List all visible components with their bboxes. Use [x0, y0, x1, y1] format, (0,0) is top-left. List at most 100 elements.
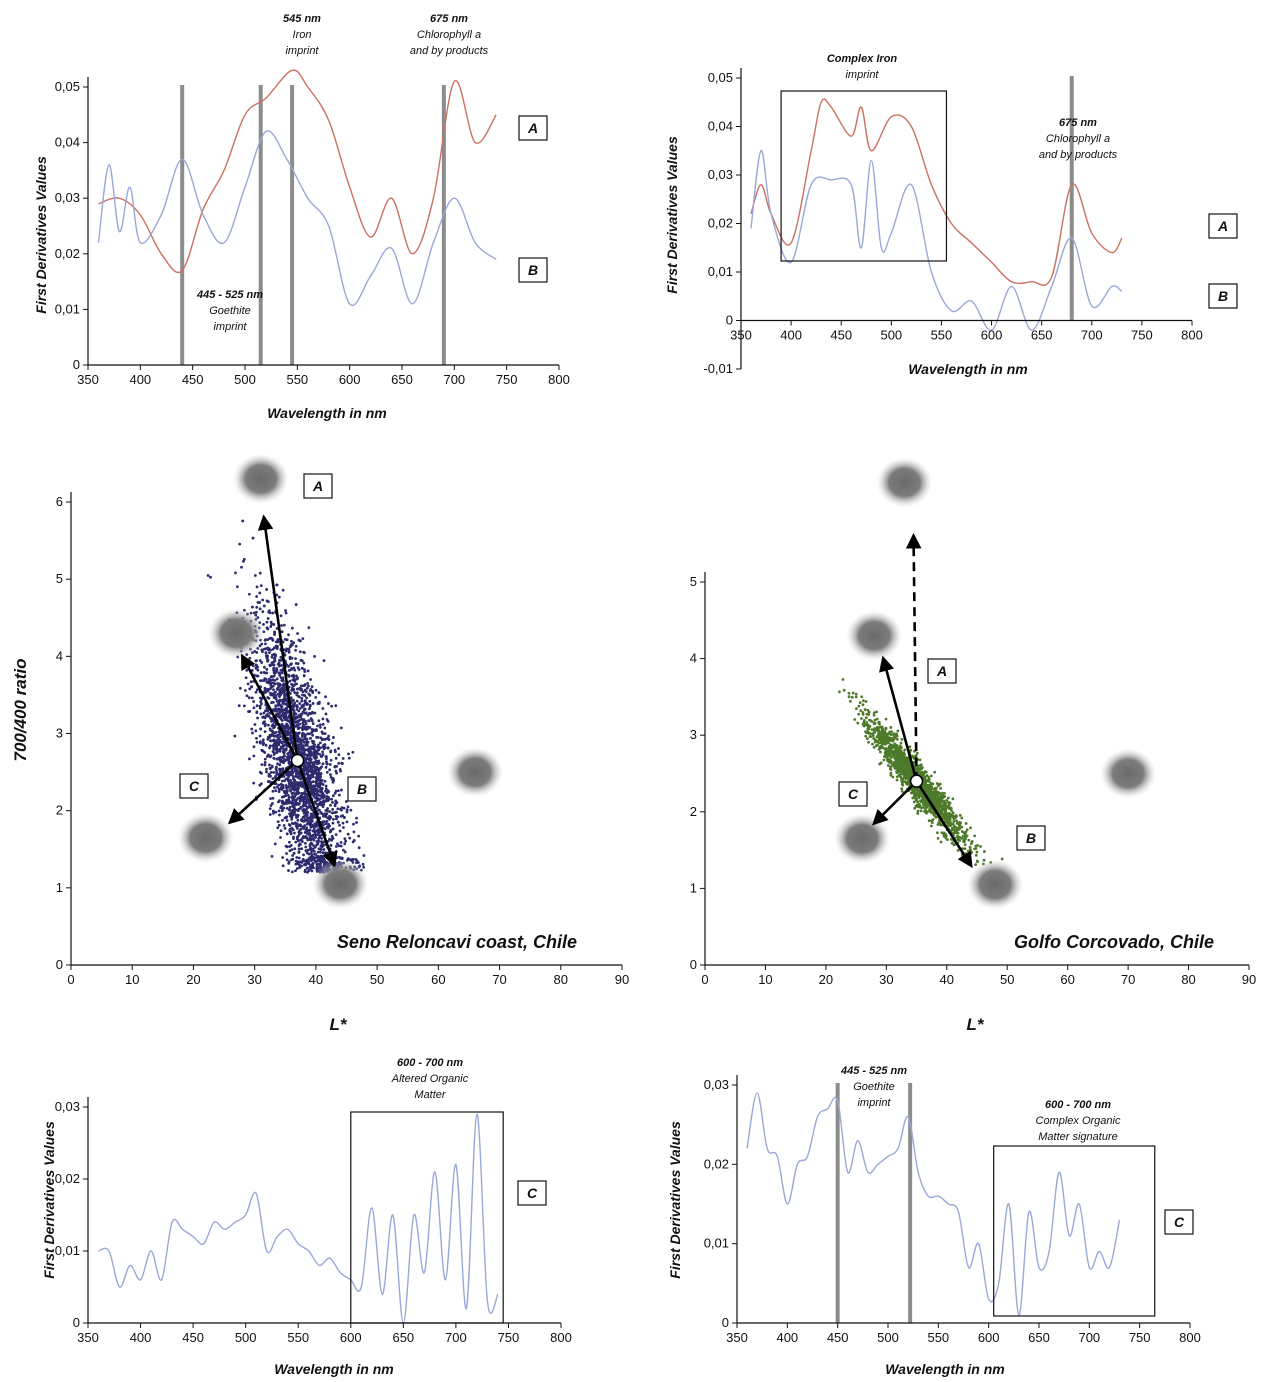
scatter-point — [288, 849, 292, 853]
scatter-point — [900, 768, 904, 772]
scatter-point — [263, 760, 267, 764]
scatter-point — [305, 822, 309, 826]
scatter-point — [269, 770, 273, 774]
scatter-point — [252, 700, 256, 703]
scatter-point — [276, 820, 280, 824]
x-tick-label: 50 — [1000, 972, 1014, 987]
scatter-point — [275, 772, 279, 776]
x-tick-label: 750 — [498, 1330, 520, 1345]
scatter-point — [280, 723, 284, 726]
y-tick-label: 0,02 — [55, 246, 80, 261]
scatter-point — [299, 687, 303, 691]
scatter-point — [311, 702, 315, 705]
scatter-point — [338, 855, 341, 859]
scatter-point — [865, 737, 869, 741]
scatter-point — [248, 687, 252, 691]
scatter-point — [949, 837, 953, 841]
x-tick-label: 80 — [554, 972, 568, 987]
scatter-point — [312, 838, 316, 842]
scatter-point — [324, 822, 328, 826]
scatter-point — [325, 809, 329, 813]
scatter-point — [287, 823, 291, 826]
scatter-point — [888, 754, 892, 758]
scatter-point — [974, 853, 978, 857]
scatter-point — [940, 808, 944, 812]
scatter-point — [861, 713, 865, 716]
scatter-point — [911, 796, 915, 800]
scatter-point — [261, 610, 265, 613]
scatter-point — [280, 709, 284, 713]
scatter-point — [303, 863, 306, 867]
scatter-point — [272, 811, 275, 815]
scatter-point — [934, 798, 938, 801]
scatter-point — [946, 816, 950, 820]
scatter-point — [864, 730, 867, 734]
scatter-point — [270, 854, 274, 858]
annotation-675-right-line1: Chlorophyll a — [1046, 133, 1110, 145]
scatter-point — [963, 847, 967, 851]
scatter-point — [940, 831, 944, 835]
scatter-point — [321, 805, 325, 809]
scatter-point — [294, 648, 297, 652]
scatter-point — [309, 780, 313, 784]
scatter-point — [282, 761, 285, 765]
scatter-point — [286, 756, 290, 760]
scatter-point — [326, 856, 329, 860]
scatter-point — [297, 847, 301, 851]
scatter-point — [304, 811, 308, 814]
scatter-point — [311, 847, 315, 851]
scatter-point — [263, 665, 266, 669]
y-tick-label: 0 — [722, 1315, 729, 1330]
scatter-point — [317, 839, 320, 843]
scatter-point — [321, 750, 324, 754]
scatter-point — [280, 663, 283, 667]
scatter-point — [263, 757, 267, 761]
scatter-point — [318, 789, 322, 793]
scatter-point — [270, 661, 274, 665]
x-tick-label: 70 — [1121, 972, 1135, 987]
scatter-point — [298, 639, 302, 643]
scatter-point — [886, 764, 890, 767]
scatter-point — [285, 806, 289, 810]
scatter-point — [890, 730, 893, 734]
scatter-point — [310, 869, 314, 873]
annotation-goethite-br-line1: Goethite — [853, 1081, 895, 1093]
annotation-675-line1: Chlorophyll a — [417, 29, 481, 41]
scatter-point — [276, 785, 279, 789]
scatter-point — [872, 713, 876, 717]
scatter-point — [309, 821, 313, 825]
scatter-point — [361, 862, 365, 866]
scatter-point — [877, 721, 881, 724]
scatter-point — [247, 592, 251, 596]
scatter-point — [875, 740, 879, 744]
x-tick-label: 800 — [550, 1330, 572, 1345]
scatter-point — [929, 774, 933, 778]
scatter-point — [258, 571, 262, 575]
annotation-complex-organic-title: 600 - 700 nm — [1045, 1099, 1111, 1111]
scatter-point — [292, 641, 296, 645]
x-tick-label: 20 — [186, 972, 200, 987]
scatter-point — [969, 826, 972, 830]
scatter-point — [275, 699, 279, 703]
scatter-point — [274, 810, 278, 814]
scatter-point — [242, 557, 246, 561]
series-C-line — [746, 1092, 1121, 1316]
scatter-point — [329, 773, 332, 777]
scatter-point — [341, 762, 344, 766]
mixing-arrow — [872, 780, 918, 826]
y-tick-label: 0,02 — [55, 1171, 80, 1186]
scatter-point — [307, 626, 311, 630]
ylabel-middle-left: 700/400 ratio — [11, 658, 30, 761]
scatter-point — [298, 842, 302, 846]
scatter-point — [276, 692, 280, 696]
scatter-point — [302, 769, 306, 773]
scatter-point — [259, 679, 262, 683]
scatter-point — [859, 717, 863, 720]
scatter-point — [303, 787, 307, 791]
scatter-point — [331, 821, 335, 825]
scatter-point — [964, 822, 968, 825]
scatter-point — [338, 823, 341, 827]
scatter-point — [285, 819, 289, 822]
scatter-point — [862, 719, 866, 722]
scatter-point — [266, 658, 269, 662]
